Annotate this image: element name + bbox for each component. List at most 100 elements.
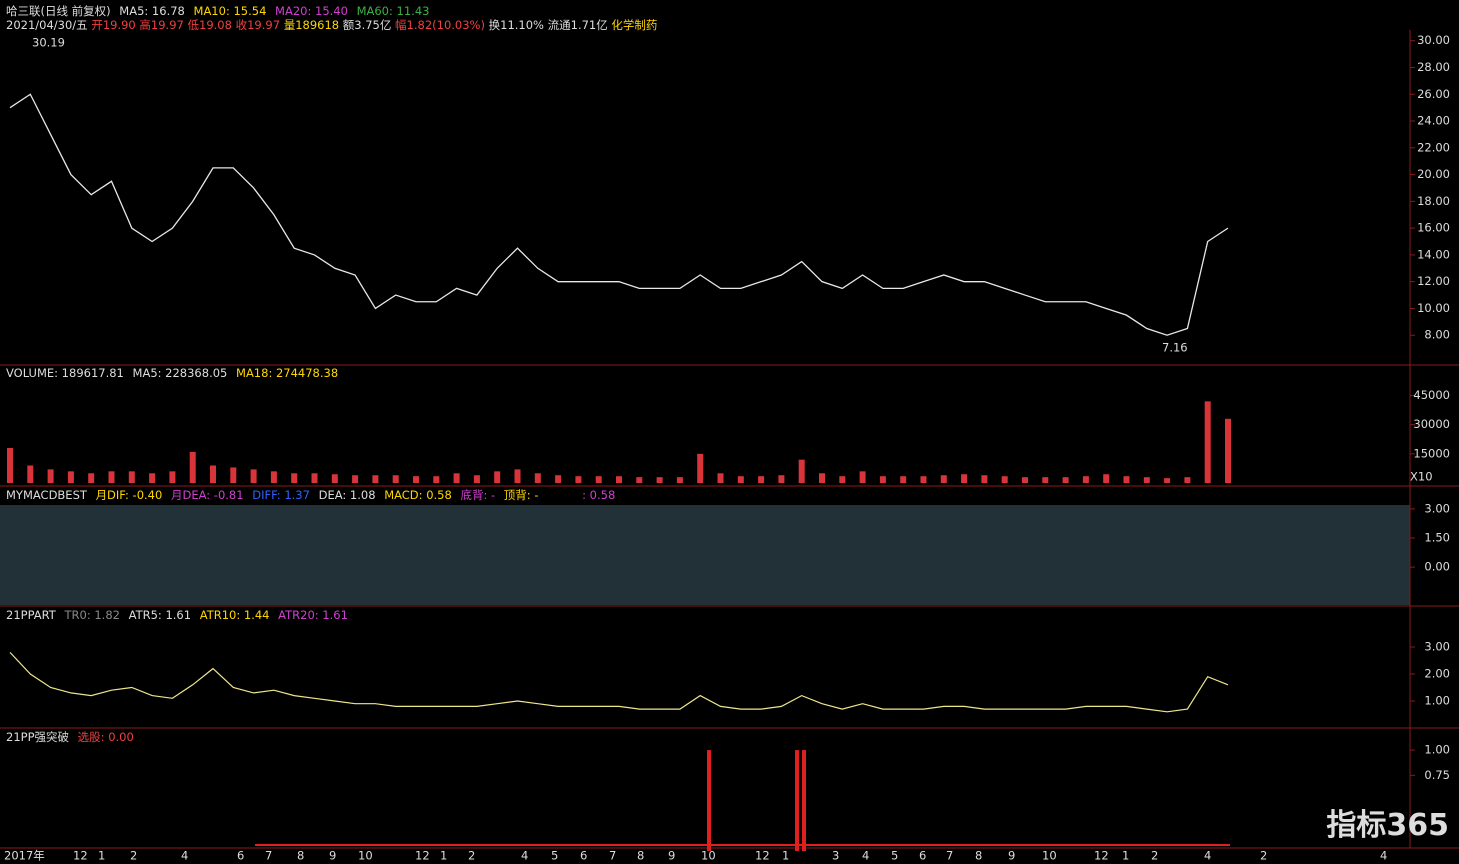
y-tick-label: 8.00 [1424,328,1450,342]
pick: 选股: 0.00 [77,730,134,744]
open: 开19.90 [91,18,136,32]
x-tick-label: 5 [891,849,898,863]
price-header: 哈三联(日线 前复权) MA5: 16.78 MA10: 15.54 MA20:… [6,3,434,19]
low: 低19.08 [187,18,232,32]
x-tick-label: 9 [329,849,336,863]
x-tick-label: 4 [181,849,188,863]
volume-bar [737,476,744,483]
m-dea: 月DEA: -0.81 [170,488,244,502]
change: 幅1.82(10.03%) [395,18,485,32]
volume-bar [7,448,13,483]
x-tick-label: 6 [919,849,926,863]
volume-bar [1022,477,1028,483]
y-tick-label: 30000 [1413,417,1450,431]
volume-bar [108,471,115,483]
volume-bar [352,475,359,483]
atr10: ATR10: 1.44 [199,608,270,622]
y-tick-label: 45000 [1413,388,1450,402]
volume-bar [1204,401,1211,483]
volume-bar [453,473,460,483]
volume-bar [616,476,622,483]
volume-bar [514,469,521,483]
volume-bar [534,473,541,483]
macd-header: MYMACDBEST 月DIF: -0.40 月DEA: -0.81 DIFF:… [6,487,620,503]
y-tick-label: 12.00 [1417,274,1450,288]
watermark: 指标365 [1326,808,1449,843]
volume-bar [575,476,582,483]
volume-bar [1103,474,1110,483]
tr0: TR0: 1.82 [64,608,120,622]
y-tick-label: 24.00 [1417,114,1450,128]
y-tick-label: 18.00 [1417,194,1450,208]
amount: 额3.75亿 [342,18,392,32]
x-tick-label: 9 [668,849,675,863]
volume-bar [940,475,947,483]
y-tick-label: 22.00 [1417,140,1450,154]
volume-bar [595,476,602,483]
x-tick-label: 4 [862,849,869,863]
y-tick-label: 0.75 [1424,768,1450,782]
y-tick-label: 26.00 [1417,87,1450,101]
y-tick-label: 16.00 [1417,221,1450,235]
volume-bar [189,451,196,483]
high: 高19.97 [139,18,184,32]
volume-bar [1184,477,1191,483]
volume-bar [473,475,480,483]
y-tick-label: 10.00 [1417,301,1450,315]
x-tick-label: 2 [1151,849,1158,863]
volume-bar [859,471,866,483]
volume-bar [392,475,399,483]
volume-bar [839,476,846,483]
dea: DEA: 1.08 [318,488,376,502]
breakout-spike [795,750,799,851]
ma10: MA10: 15.54 [193,4,267,18]
diff: DIFF: 1.37 [252,488,310,502]
volume-bar [798,459,805,483]
breakout-spike [802,750,806,851]
volume-bar [676,477,683,483]
volume-bar [128,471,135,483]
volume-bar [1143,477,1150,483]
volume-bar [210,465,216,483]
x-tick-label: 12 [755,849,770,863]
turnover: 换11.10% [488,18,544,32]
macd-last: : 0.58 [582,488,616,502]
volume-bar [291,473,298,483]
volume-bar [1042,477,1049,483]
volume-bar [758,476,765,483]
x-tick-label: 8 [637,849,644,863]
x-tick-label: 2 [1260,849,1267,863]
m-dif: 月DIF: -0.40 [95,488,163,502]
quote-header: 2021/04/30/五 开19.90 高19.97 低19.08 收19.97… [6,17,662,33]
x-tick-label: 1 [782,849,789,863]
volume-bar [311,473,318,483]
x-tick-label: 1 [98,849,105,863]
volume-bar [1082,476,1089,483]
x-tick-label: 7 [609,849,616,863]
volume-unit: X10 [1410,470,1433,484]
x-tick-label: 10 [1042,849,1057,863]
x-tick-label: 7 [265,849,272,863]
top-div: 顶背: - [503,488,539,502]
x-tick-label: 10 [701,849,716,863]
x-tick-label: 9 [1008,849,1015,863]
x-tick-label: 12 [415,849,430,863]
atr5: ATR5: 1.61 [128,608,192,622]
atr-line [9,651,1229,713]
x-tick-label: 1 [1122,849,1129,863]
volume-bar [1001,476,1008,483]
pane-frames [0,30,1459,849]
x-tick-label: 2017年 [4,849,45,863]
atr-header: 21PPART TR0: 1.82 ATR5: 1.61 ATR10: 1.44… [6,608,353,622]
price-line [9,93,1229,336]
ma60: MA60: 11.43 [356,4,430,18]
x-tick-label: 2 [468,849,475,863]
x-tick-label: 5 [551,849,558,863]
volume-bar [900,476,907,483]
ma5: MA5: 16.78 [119,4,185,18]
x-tick-label: 12 [1094,849,1109,863]
x-tick-label: 4 [521,849,528,863]
stock-name: 哈三联(日线 前复权) [6,4,111,18]
x-tick-label: 4 [1204,849,1211,863]
macd-title: MYMACDBEST [6,488,87,502]
